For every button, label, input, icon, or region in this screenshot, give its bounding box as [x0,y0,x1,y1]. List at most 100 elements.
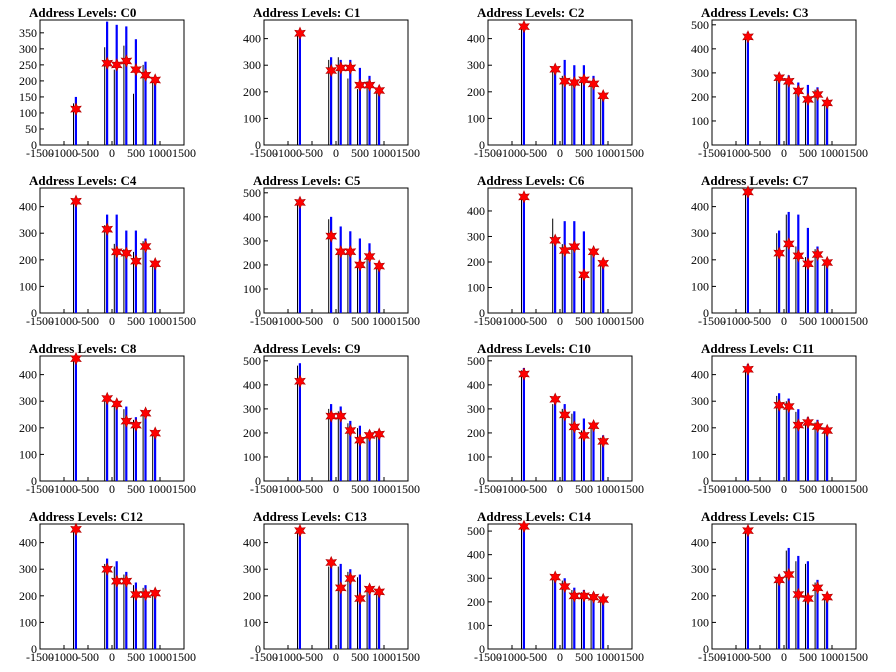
spike-primary [816,87,819,145]
level-marker [821,255,834,270]
x-tick-label: 500 [575,482,593,496]
y-tick-label: 300 [243,58,261,72]
subplot-12: Address Levels: C12 0 100 200 300 400 -1500-10… [19,509,196,664]
level-marker [587,77,600,91]
spike-primary [339,563,342,649]
level-marker [558,243,571,258]
spike-primary [602,91,605,145]
y-tick-label: 0 [31,306,37,320]
x-tick-label: 1500 [396,482,420,496]
level-marker [773,573,786,587]
spike-primary [563,221,566,313]
x-tick-label: -500 [749,650,771,664]
level-marker [802,257,814,271]
level-marker [742,362,754,377]
level-marker [130,254,142,268]
spike-primary [522,368,525,481]
level-marker [101,391,114,406]
spike-primary [298,363,301,481]
x-tick-label: 500 [127,650,145,664]
y-tick-label: 400 [19,536,37,550]
spike-primary [74,526,77,649]
subplot-1: Address Levels: C1 0 100 200 300 400 -1500-100… [243,5,420,160]
x-tick-label: 1000 [820,314,844,328]
y-tick-label: 500 [467,524,485,538]
spike-primary [154,259,157,313]
level-marker [558,408,571,422]
spike-primary [554,65,557,145]
spike-primary [134,417,137,481]
x-tick-label: -500 [301,146,323,160]
x-tick-label: -500 [525,482,547,496]
subplot-4: Address Levels: C4 0 100 200 300 400 -1500-100… [19,173,196,328]
x-tick-label: -500 [749,146,771,160]
level-marker [549,570,562,584]
level-marker [110,397,123,411]
x-tick-label: 0 [557,482,563,496]
level-marker [149,586,162,600]
spike-primary [602,435,605,481]
spike-primary [106,395,109,481]
spike-primary [368,243,371,313]
x-tick-label: -1000 [50,482,78,496]
spike-primary [816,246,819,313]
y-tick-label: 300 [19,42,37,56]
y-tick-label: 100 [467,280,485,294]
y-tick-label: 100 [467,450,485,464]
x-tick-label: 1500 [396,314,420,328]
plot-title: Address Levels: C9 [253,341,361,356]
level-marker [373,585,386,599]
y-tick-label: 0 [31,138,37,152]
plot-title: Address Levels: C10 [477,341,591,356]
x-tick-label: 0 [781,650,787,664]
level-marker [821,423,834,438]
y-tick-label: 200 [467,595,485,609]
plot-frame [263,523,409,650]
x-tick-label: -1500 [26,146,54,160]
plot-title: Address Levels: C0 [29,5,136,20]
x-tick-label: -1500 [26,314,54,328]
spike-primary [816,419,819,481]
level-marker [773,398,786,412]
spike-primary [563,59,566,145]
spike-primary [349,59,352,145]
x-tick-label: -500 [525,314,547,328]
x-tick-label: 1000 [596,482,620,496]
plot-frame [263,19,409,146]
spike-primary [554,236,557,313]
level-marker [782,74,795,89]
level-marker [354,78,366,92]
level-marker [120,246,133,260]
spike-primary [106,21,109,146]
plot-frame [39,19,185,146]
x-tick-label: 500 [351,482,369,496]
y-tick-label: 200 [243,85,261,99]
x-tick-label: 1500 [172,482,196,496]
x-tick-label: -1500 [26,650,54,664]
subplot-8: Address Levels: C8 0 100 200 300 400 -1500-100… [19,341,196,496]
y-tick-label: 150 [19,90,37,104]
y-tick-label: 300 [467,571,485,585]
spike-primary [106,558,109,649]
x-tick-label: 500 [351,146,369,160]
x-tick-label: 1500 [172,146,196,160]
level-marker [792,418,805,432]
x-tick-label: -500 [525,146,547,160]
x-tick-label: -1000 [498,482,526,496]
x-tick-label: 500 [351,314,369,328]
x-tick-label: -1500 [250,650,278,664]
spike-primary [368,585,371,649]
level-marker [373,427,386,441]
level-marker [587,590,600,604]
spike-primary [74,96,77,145]
spike-primary [746,188,749,313]
spike-primary [144,61,147,145]
y-tick-label: 200 [19,74,37,88]
level-marker [742,30,754,44]
y-tick-label: 400 [243,32,261,46]
level-marker [325,555,338,570]
spike-primary [602,261,605,313]
y-tick-label: 400 [691,200,709,214]
y-tick-label: 400 [691,536,709,550]
y-tick-label: 0 [479,138,485,152]
